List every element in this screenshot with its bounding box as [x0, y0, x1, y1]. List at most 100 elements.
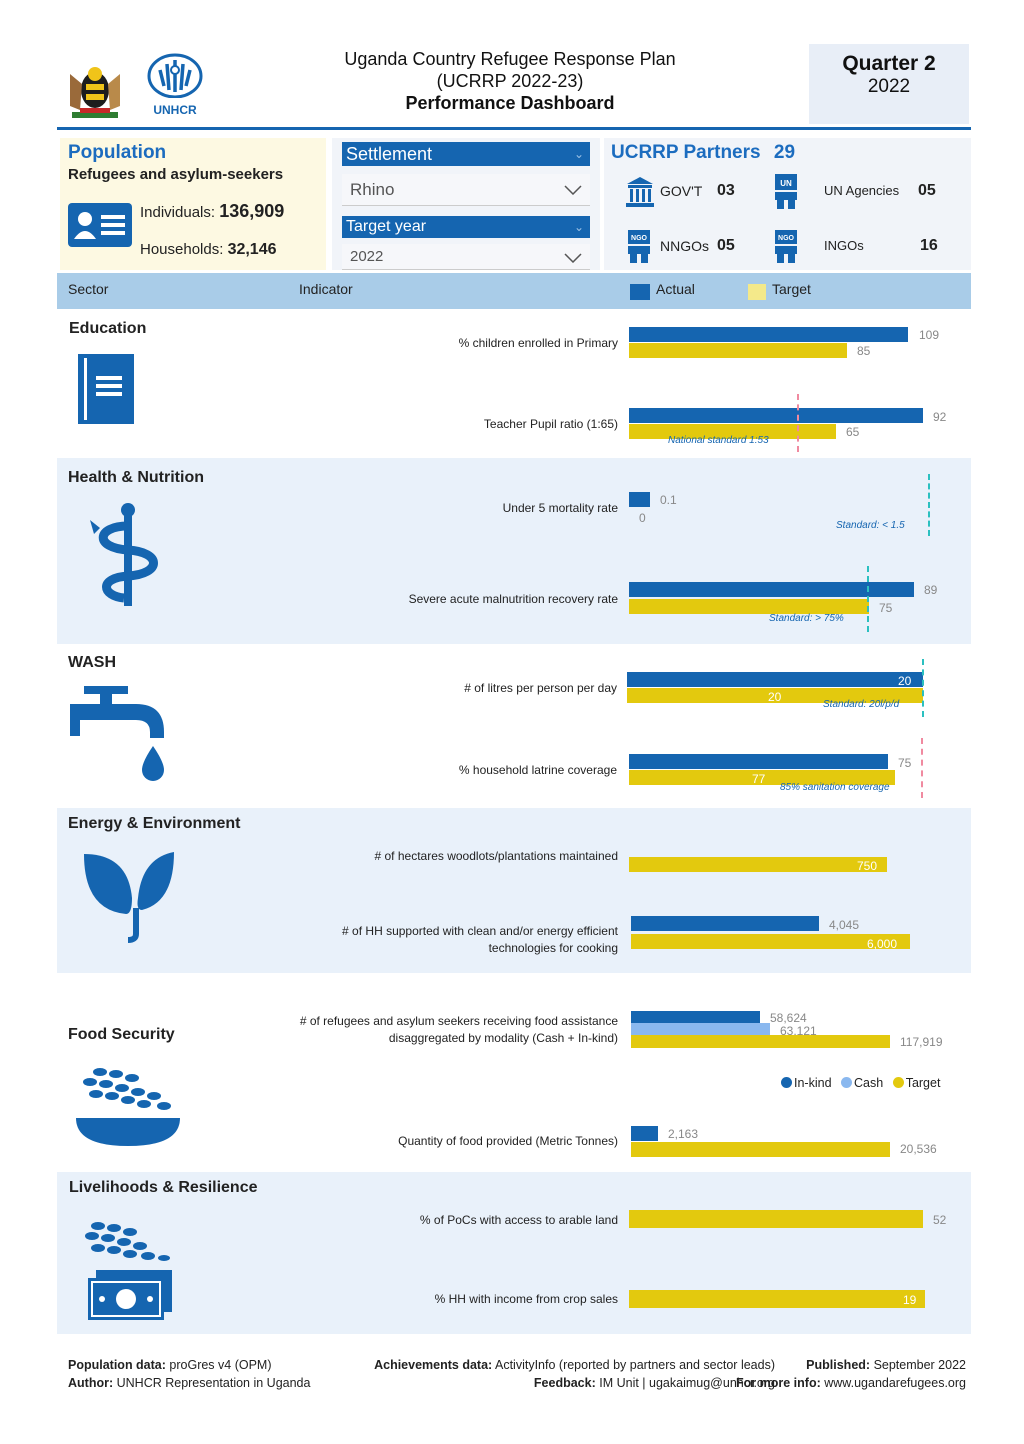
target-year-dropdown[interactable]: 2022 [342, 244, 590, 270]
chevron-down-icon: ⌄ [573, 147, 584, 161]
bar-target [629, 424, 836, 439]
individuals-row: Individuals: 136,909 [140, 201, 284, 222]
value-target: 6,000 [867, 937, 898, 951]
sector-wash: WASH [68, 654, 116, 671]
value-actual: 75 [898, 756, 912, 770]
bar-inkind [631, 1011, 760, 1023]
bar-cash [631, 1023, 770, 1035]
standard-note: National standard 1:53 [668, 435, 769, 446]
value-actual: 20 [898, 674, 912, 688]
target-year-value: 2022 [350, 248, 384, 265]
population-title: Population [68, 142, 167, 163]
partners-title: UCRRP Partners 29 [611, 142, 795, 164]
value-target: 75 [879, 601, 893, 615]
published-value: September 2022 [873, 1358, 966, 1372]
sector-education: Education [69, 320, 147, 337]
ach-label: Achievements data: [374, 1358, 493, 1372]
target-year-filter: Target year ⌄ 2022 [342, 216, 590, 270]
pop-data-value: proGres v4 (OPM) [169, 1358, 272, 1372]
footer-more-info: For more info: www.ugandarefugees.org [700, 1374, 966, 1392]
indicator-label: % of PoCs with access to arable land [419, 1213, 618, 1227]
standard-line [867, 566, 869, 632]
legend-target: Target [892, 1076, 941, 1090]
bar-target [629, 1210, 923, 1228]
standard-line [921, 738, 923, 798]
bar-actual [631, 1126, 658, 1141]
footer-right: Published: September 2022 For more info:… [700, 1356, 966, 1392]
indicator-label: Teacher Pupil ratio (1:65) [483, 417, 618, 431]
sector-health: Health & Nutrition [68, 469, 204, 486]
indicator-label: % household latrine coverage [458, 763, 617, 777]
bar-actual [631, 916, 819, 931]
bar-target [631, 1035, 890, 1048]
published-label: Published: [806, 1358, 871, 1372]
feedback-value[interactable]: IM Unit | ugakaimug@unhcr.org [599, 1376, 775, 1390]
ngo-person-icon: NGO [626, 228, 652, 269]
settlement-value: Rhino [350, 180, 395, 199]
legend-target-swatch [748, 284, 766, 300]
legend-cash-label: Cash [854, 1076, 884, 1090]
bar-target [631, 1142, 890, 1157]
column-header-bar [57, 273, 971, 309]
bar-target [629, 343, 847, 358]
bar-actual [629, 582, 914, 597]
dashboard-title: Uganda Country Refugee Response Plan (UC… [300, 48, 720, 114]
svg-text:NGO: NGO [631, 235, 648, 242]
value-target: 20 [768, 690, 782, 704]
title-line-3: Performance Dashboard [405, 93, 615, 113]
value-actual: 0.1 [660, 493, 677, 507]
bar-actual [629, 754, 888, 769]
legend-target-label: Target [905, 1076, 941, 1090]
quarter-label: Quarter 2 [842, 52, 936, 75]
unhcr-logo-text: UNHCR [153, 103, 197, 117]
un-person-icon: UN [773, 172, 799, 215]
bar-actual [627, 672, 923, 687]
info-link[interactable]: www.ugandarefugees.org [824, 1376, 966, 1390]
standard-note: Standard: > 75% [769, 613, 844, 624]
pop-data-label: Population data: [68, 1358, 166, 1372]
bar-target [631, 934, 910, 949]
partner-ingo-value: 16 [920, 237, 938, 254]
indicator-label: Quantity of food provided (Metric Tonnes… [398, 1134, 618, 1148]
leaves-icon [80, 848, 176, 949]
households-value: 32,146 [227, 241, 277, 258]
footer-left: Population data: proGres v4 (OPM) Author… [68, 1356, 310, 1392]
sector-energy: Energy & Environment [68, 815, 241, 832]
standard-note: 85% sanitation coverage [780, 782, 890, 793]
standard-note: Standard: < 1.5 [836, 520, 905, 531]
bar-target [629, 1290, 925, 1308]
indicator-label: % children enrolled in Primary [458, 336, 618, 350]
partners-total: 29 [773, 142, 796, 163]
unhcr-logo: UNHCR [144, 52, 206, 120]
bar-target [629, 857, 887, 872]
footer-feedback: Feedback: IM Unit | ugakaimug@unhcr.org [340, 1374, 775, 1392]
indicator-label: # of litres per person per day [464, 681, 617, 695]
footer-population-data: Population data: proGres v4 (OPM) [68, 1356, 310, 1374]
partner-un-label: UN Agencies [824, 183, 900, 198]
header-divider [57, 127, 971, 130]
settlement-filter-label: Settlement ⌄ [342, 142, 590, 166]
settlement-dropdown[interactable]: Rhino [342, 174, 590, 206]
households-row: Households: 32,146 [140, 241, 277, 259]
column-sector: Sector [68, 281, 109, 297]
value-target: 0 [639, 511, 646, 525]
indicator-label: % HH with income from crop sales [434, 1292, 618, 1306]
individuals-label: Individuals: [140, 204, 216, 221]
value-target: 85 [857, 344, 871, 358]
info-label: For more info: [736, 1376, 821, 1390]
water-tap-icon [70, 686, 170, 791]
column-indicator: Indicator [299, 281, 353, 297]
legend-cash: Cash [841, 1076, 883, 1090]
legend-target-label: Target [772, 281, 811, 297]
value-actual: 89 [924, 583, 938, 597]
ngo-person-icon: NGO [773, 228, 799, 269]
standard-line [922, 659, 924, 717]
value-target: 52 [933, 1213, 947, 1227]
value-target: 20,536 [900, 1142, 937, 1156]
bar-actual [629, 408, 923, 423]
individuals-value: 136,909 [219, 201, 285, 221]
author-label: Author: [68, 1376, 114, 1390]
svg-text:UN: UN [780, 179, 792, 188]
quarter-year: 2022 [867, 76, 911, 97]
caduceus-icon [88, 500, 168, 617]
